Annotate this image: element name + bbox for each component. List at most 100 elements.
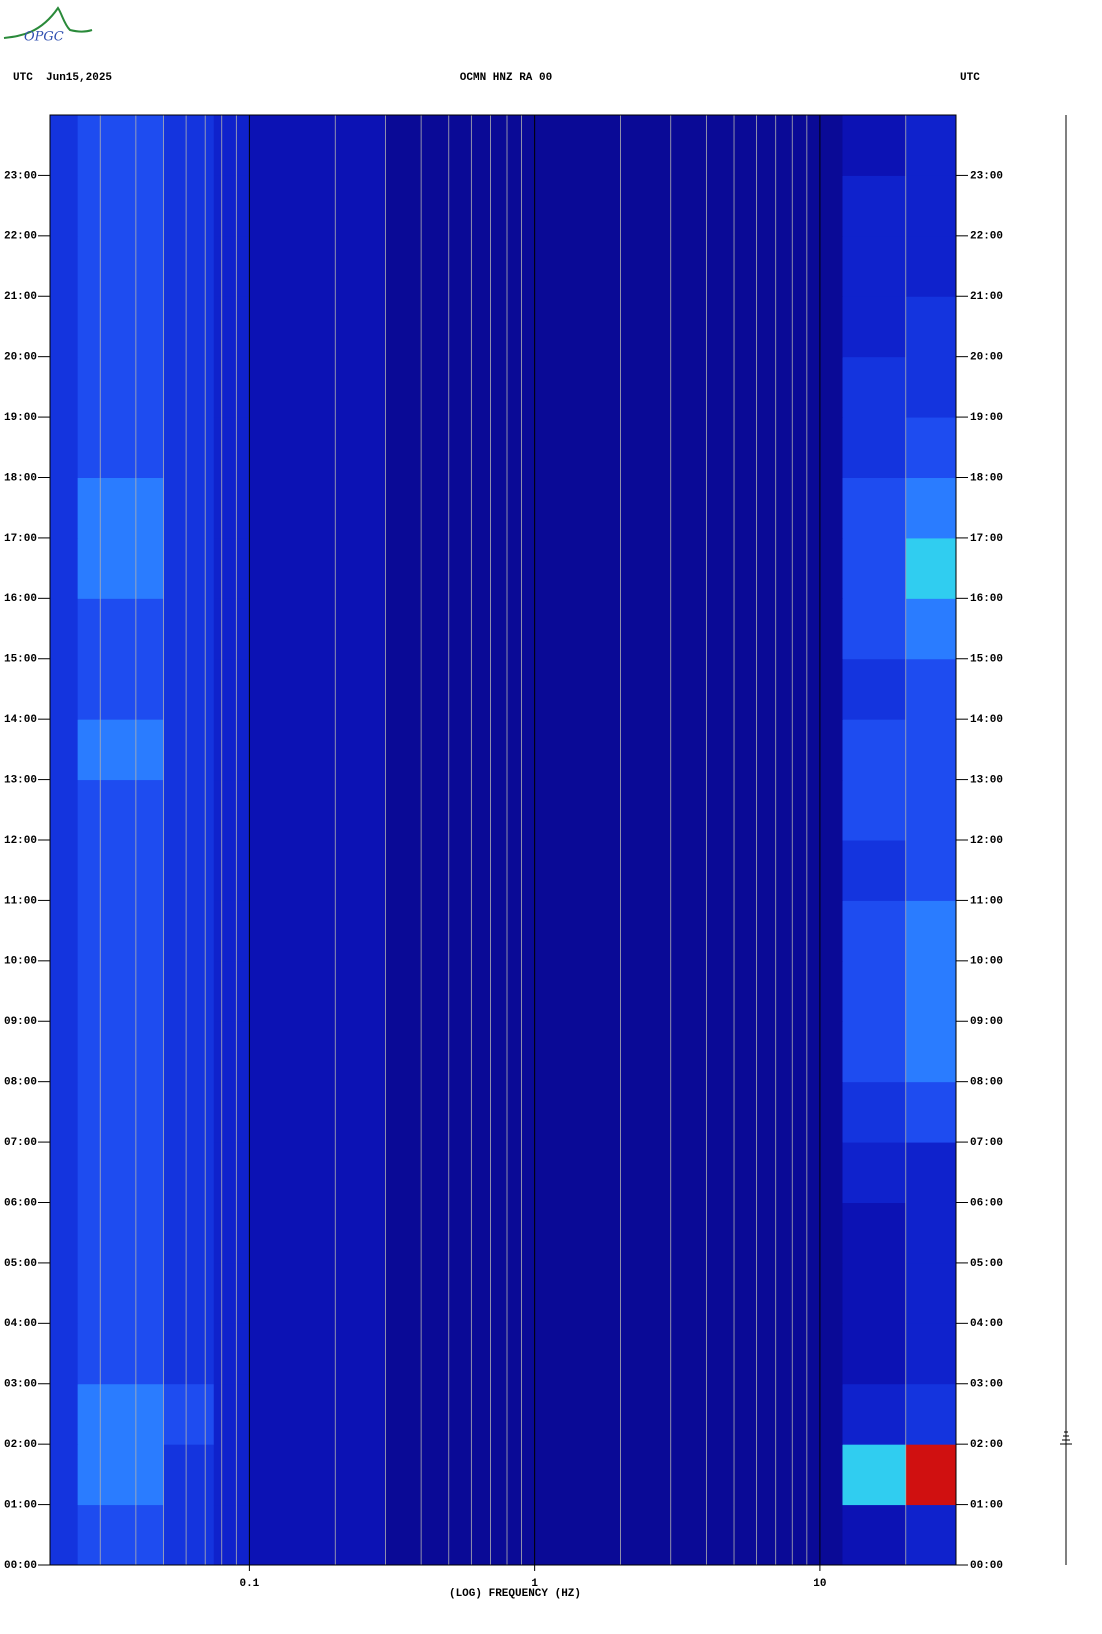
cell <box>249 1444 386 1506</box>
x-axis-title: (LOG) FREQUENCY (HZ) <box>449 1588 581 1600</box>
cell <box>50 175 79 237</box>
y-tick-label: 12:00 <box>4 835 37 847</box>
y-tick-label: 07:00 <box>4 1137 37 1149</box>
cell <box>905 960 957 1022</box>
cell <box>905 417 957 478</box>
cell <box>385 356 536 418</box>
y-tick-label: 02:00 <box>4 1439 37 1451</box>
y-tick-label: 15:00 <box>970 654 1003 666</box>
cell <box>50 296 79 358</box>
cell <box>385 175 536 237</box>
cell <box>385 779 536 841</box>
cell <box>842 175 907 237</box>
y-tick-label: 06:00 <box>970 1197 1003 1209</box>
cell <box>77 537 165 599</box>
cell <box>905 1323 957 1385</box>
cell <box>213 658 250 720</box>
cell <box>249 417 386 478</box>
y-tick-label: 19:00 <box>4 412 37 424</box>
y-tick-label: 22:00 <box>4 231 37 243</box>
cell <box>50 1142 79 1203</box>
cell <box>249 477 386 539</box>
cell <box>50 658 79 720</box>
cell <box>534 1444 843 1506</box>
cell <box>842 1444 907 1506</box>
cell <box>385 960 536 1022</box>
cell <box>163 537 215 599</box>
y-tick-label: 14:00 <box>4 714 37 726</box>
cell <box>163 658 215 720</box>
cell <box>77 1202 165 1264</box>
cell <box>905 356 957 418</box>
cell <box>77 719 165 781</box>
y-tick-label: 13:00 <box>970 774 1003 786</box>
y-tick-label: 05:00 <box>970 1258 1003 1270</box>
cell <box>213 175 250 237</box>
cell <box>249 1202 386 1264</box>
cell <box>77 296 165 358</box>
cell <box>385 1021 536 1083</box>
cell <box>385 417 536 478</box>
cell <box>50 598 79 660</box>
cell <box>213 417 250 478</box>
cell <box>77 356 165 418</box>
cell <box>213 296 250 358</box>
cell <box>905 1081 957 1143</box>
cell <box>163 417 215 478</box>
y-tick-label: 12:00 <box>970 835 1003 847</box>
cell <box>77 1383 165 1445</box>
y-tick-label: 21:00 <box>970 291 1003 303</box>
cell <box>842 1202 907 1264</box>
cell <box>534 1142 843 1203</box>
cell <box>905 900 957 962</box>
cell <box>213 719 250 781</box>
cell <box>905 1142 957 1203</box>
cell <box>50 900 79 962</box>
cell <box>534 1504 843 1566</box>
cell <box>385 840 536 901</box>
cell <box>163 1323 215 1385</box>
cell <box>163 115 215 176</box>
y-tick-label: 06:00 <box>4 1197 37 1209</box>
y-tick-label: 18:00 <box>4 472 37 484</box>
cell <box>163 1444 215 1506</box>
cell <box>50 1504 79 1566</box>
y-tick-label: 01:00 <box>970 1499 1003 1511</box>
cell <box>77 1081 165 1143</box>
cell <box>249 1081 386 1143</box>
y-tick-label: 21:00 <box>4 291 37 303</box>
cell <box>249 1323 386 1385</box>
cell <box>385 719 536 781</box>
cell <box>50 1323 79 1385</box>
cell <box>50 115 79 176</box>
cell <box>50 840 79 901</box>
cell <box>534 537 843 599</box>
y-tick-label: 10:00 <box>970 956 1003 968</box>
cell <box>385 1081 536 1143</box>
cell <box>77 840 165 901</box>
cell <box>842 115 907 176</box>
x-tick-label: 1 <box>531 1578 538 1590</box>
cell <box>163 356 215 418</box>
cell <box>905 537 957 599</box>
cell <box>213 1383 250 1445</box>
cell <box>163 1081 215 1143</box>
cell <box>842 477 907 539</box>
cell <box>905 477 957 539</box>
y-tick-label: 20:00 <box>970 352 1003 364</box>
cell <box>50 779 79 841</box>
cell <box>249 175 386 237</box>
y-tick-label: 09:00 <box>970 1016 1003 1028</box>
y-tick-label: 08:00 <box>970 1077 1003 1089</box>
cell <box>213 1142 250 1203</box>
cell <box>50 417 79 478</box>
plot-frame <box>49 114 957 1566</box>
cell <box>163 235 215 297</box>
y-tick-label: 16:00 <box>4 593 37 605</box>
cell <box>163 719 215 781</box>
cell <box>385 1202 536 1264</box>
cell <box>385 537 536 599</box>
cell <box>213 537 250 599</box>
y-tick-label: 01:00 <box>4 1499 37 1511</box>
cell <box>50 960 79 1022</box>
